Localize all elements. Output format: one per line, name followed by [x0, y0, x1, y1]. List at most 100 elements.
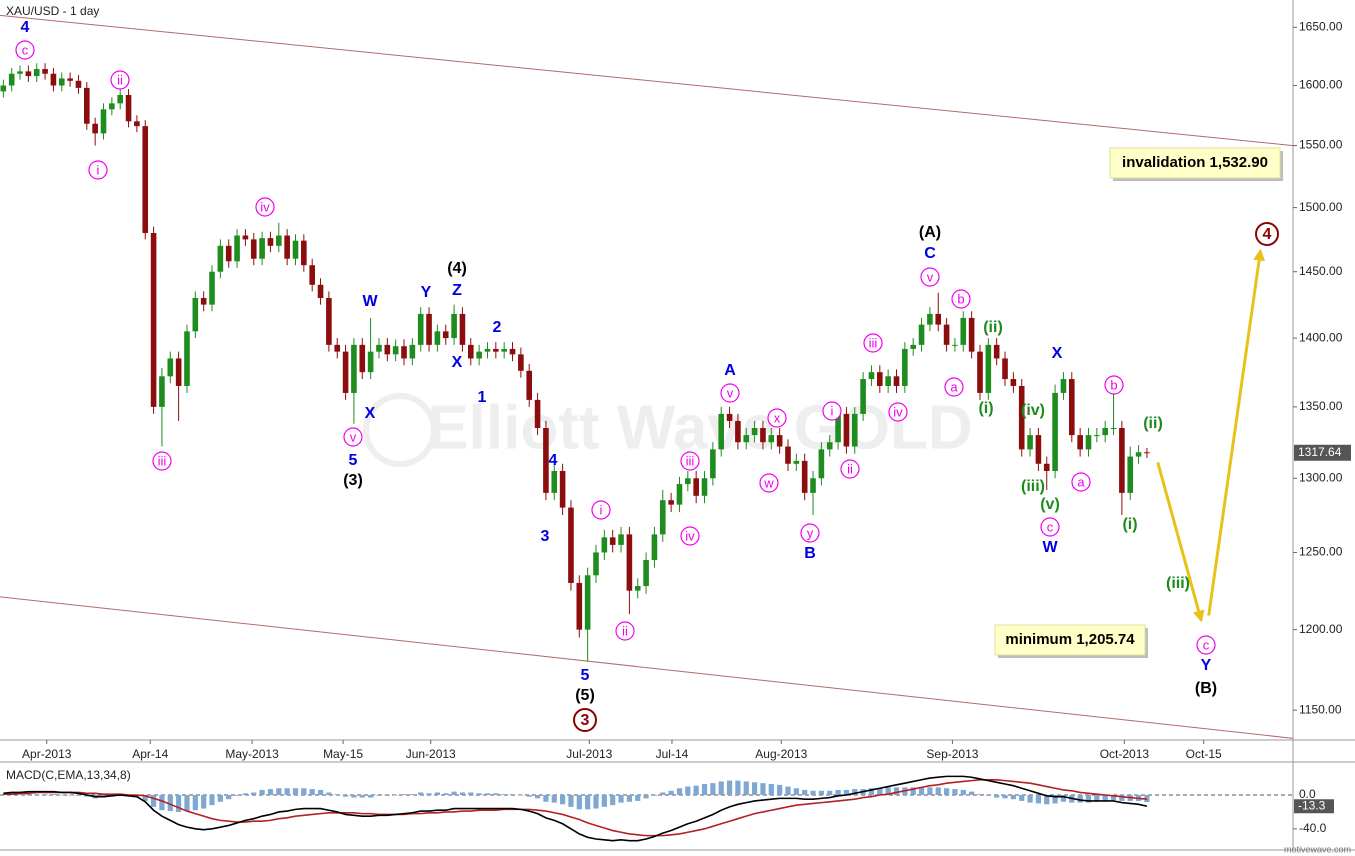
candle-body [893, 376, 900, 386]
candle-body [885, 376, 891, 386]
histogram-bar [1077, 795, 1083, 803]
candle-body [192, 297, 199, 332]
candle-body [751, 428, 758, 436]
histogram-bar [1019, 795, 1025, 801]
wave-label: iii [158, 453, 167, 468]
wave-label-circle [255, 197, 275, 217]
x-tick-label: Sep-2013 [926, 747, 978, 761]
candle-body [1127, 456, 1134, 493]
candle-body [58, 78, 65, 86]
wave-label: ii [622, 623, 628, 638]
candle-body [250, 239, 257, 259]
histogram-bar [969, 791, 975, 795]
wave-label: B [804, 545, 816, 562]
histogram-bar [384, 795, 390, 796]
y-tick-label: 1650.00 [1299, 19, 1343, 33]
candle-body [125, 94, 132, 122]
candle-body [1018, 385, 1025, 450]
candle-body [651, 534, 658, 561]
wave-label: y [807, 525, 814, 540]
candle-body [401, 346, 407, 359]
histogram-bar [50, 794, 57, 795]
candle-body [25, 71, 32, 77]
candle-body [868, 372, 875, 380]
histogram-bar [17, 794, 23, 795]
annotation: minimum 1,205.74 [1005, 631, 1135, 648]
wave-label-circle [1104, 375, 1124, 395]
histogram-bar [701, 784, 708, 795]
histogram-bar [610, 795, 616, 806]
candle-body [67, 78, 73, 81]
y-tick-label: 1400.00 [1299, 330, 1343, 344]
candle-body [559, 471, 566, 508]
channel-line [0, 14, 1294, 147]
candle-body [685, 478, 691, 485]
histogram-bar [868, 788, 875, 795]
y-tick-label: 1150.00 [1299, 702, 1342, 716]
projection-arrow [1207, 248, 1266, 616]
wave-label: c [22, 42, 29, 57]
wave-label: X [1052, 345, 1063, 362]
candle-body [459, 313, 466, 345]
x-tick-label: May-2013 [225, 747, 279, 761]
candle-body [367, 351, 374, 373]
histogram-bar [985, 795, 991, 796]
candle-body [451, 313, 457, 339]
histogram-bar [201, 795, 207, 809]
histogram-bar [877, 788, 883, 795]
candle-body [376, 344, 382, 352]
wave-label-circle [1196, 635, 1216, 655]
annotation-box [994, 624, 1146, 656]
wave-label-circle [573, 708, 597, 732]
candle-body [434, 331, 441, 345]
candle-body [618, 534, 624, 545]
candle-body [50, 73, 57, 86]
signal-line [3, 778, 1148, 837]
wave-label-circle [1255, 222, 1279, 246]
wave-label: iii [686, 453, 695, 468]
wave-label: Z [452, 282, 462, 299]
wave-label: 3 [581, 712, 590, 729]
candle-body [943, 324, 950, 345]
wave-label-circle [920, 267, 940, 287]
candle-body [276, 235, 282, 246]
candle-body [75, 80, 82, 88]
histogram-bar [935, 787, 941, 795]
candle-body [217, 245, 224, 272]
wave-label: iii [869, 335, 878, 350]
histogram-bar [150, 795, 157, 807]
histogram-bar [1035, 795, 1042, 804]
histogram-bar [1010, 795, 1016, 800]
candle-body [326, 297, 332, 345]
histogram-bar [551, 795, 557, 803]
histogram-bar [1060, 795, 1067, 802]
wave-label: a [950, 379, 958, 394]
wave-label: (4) [447, 260, 467, 277]
main-layer: 1150.00 1200.00 1250.00 1300.00 1350.00 1400.… [0, 19, 1351, 842]
wave-label: (v) [1040, 496, 1060, 513]
x-tick-label: Apr-14 [132, 747, 168, 761]
candle-body [493, 348, 499, 352]
histogram-bar [401, 794, 407, 795]
histogram-bar [910, 787, 916, 795]
candle-body [150, 232, 157, 407]
wave-label: Y [1201, 657, 1212, 674]
value-box [1294, 799, 1334, 814]
candle-body [142, 126, 149, 233]
histogram-bar [710, 783, 716, 795]
y-tick-label: 1550.00 [1299, 138, 1343, 152]
candle-body [1027, 435, 1033, 450]
histogram-bar [994, 795, 1000, 798]
histogram-bar [67, 795, 73, 796]
histogram-bar [852, 789, 858, 795]
histogram-bar [802, 789, 808, 795]
candle-body [543, 428, 549, 493]
histogram-bar [242, 793, 249, 795]
histogram-bar [334, 794, 340, 795]
candle-body [659, 500, 666, 535]
candle-body [134, 121, 140, 127]
chart-title: XAU/USD - 1 day [6, 4, 99, 18]
histogram-bar [276, 788, 282, 795]
wave-label-circle [822, 401, 842, 421]
candle-body [801, 460, 808, 493]
